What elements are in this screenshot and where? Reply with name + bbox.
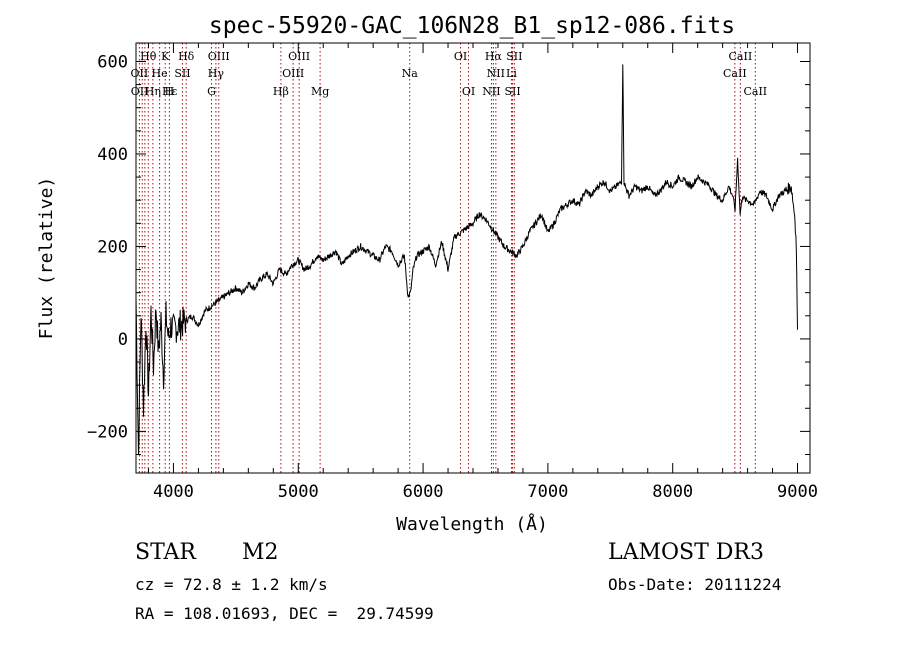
line-label-15: NII bbox=[487, 67, 505, 80]
line-label-16: Li bbox=[506, 67, 517, 80]
x-tick-label-5: 9000 bbox=[777, 482, 818, 502]
line-label-4: OIII bbox=[288, 50, 310, 63]
y-tick-label-0: −200 bbox=[87, 422, 128, 442]
line-label-23: Hβ bbox=[273, 85, 289, 98]
line-label-0: Hθ bbox=[140, 50, 157, 63]
object-subclass: M2 bbox=[242, 540, 279, 565]
line-label-19: Hε bbox=[162, 85, 178, 98]
line-label-25: OI bbox=[462, 85, 475, 98]
axes: 4000 5000 6000 7000 8000 9000 −200 0 200 400 600 bbox=[87, 43, 818, 502]
line-label-17: CaII bbox=[723, 67, 747, 80]
line-label-18: OII bbox=[131, 85, 149, 98]
line-label-11: SII bbox=[174, 67, 190, 80]
x-tick-label-0: 4000 bbox=[153, 482, 194, 502]
y-axis-label: Flux (relative) bbox=[36, 177, 57, 340]
x-axis-label: Wavelength (Å) bbox=[396, 513, 548, 535]
line-label-14: Na bbox=[402, 67, 419, 80]
line-label-20: Hη bbox=[145, 85, 161, 98]
line-label-5: OI bbox=[454, 50, 467, 63]
flux-line bbox=[135, 64, 798, 455]
plot-frame bbox=[135, 42, 811, 474]
redshift-value: cz = 72.8 ± 1.2 km/s bbox=[135, 575, 328, 594]
chart-title: spec-55920-GAC_106N28_B1_sp12-086.fits bbox=[209, 13, 735, 39]
y-tick-label-3: 400 bbox=[97, 145, 128, 165]
flux-series bbox=[135, 64, 798, 455]
x-tick-label-1: 5000 bbox=[278, 482, 319, 502]
x-tick-label-3: 7000 bbox=[527, 482, 568, 502]
line-label-1: K bbox=[161, 50, 170, 63]
x-tick-label-4: 8000 bbox=[652, 482, 693, 502]
line-label-2: Hδ bbox=[178, 50, 195, 63]
line-label-6: Hα bbox=[485, 50, 503, 63]
line-label-10: He bbox=[152, 67, 168, 80]
line-label-21: H bbox=[165, 85, 175, 98]
line-label-7: SII bbox=[506, 50, 522, 63]
line-label-22: G bbox=[207, 85, 216, 98]
line-label-3: OIII bbox=[208, 50, 230, 63]
line-label-26: NII bbox=[482, 85, 500, 98]
line-label-27: SII bbox=[504, 85, 520, 98]
line-label-9: OII bbox=[131, 67, 149, 80]
x-tick-label-2: 6000 bbox=[403, 482, 444, 502]
line-label-28: CaII bbox=[743, 85, 767, 98]
y-tick-label-4: 600 bbox=[97, 52, 128, 72]
line-label-12: Hγ bbox=[208, 67, 225, 80]
y-tick-label-1: 0 bbox=[118, 330, 128, 350]
y-tick-label-2: 200 bbox=[97, 237, 128, 257]
line-label-13: OIII bbox=[282, 67, 304, 80]
observation-date: Obs-Date: 20111224 bbox=[608, 575, 782, 594]
line-label-24: Mg bbox=[311, 85, 329, 98]
object-class: STAR bbox=[135, 540, 196, 565]
survey-name: LAMOST DR3 bbox=[608, 540, 764, 565]
coordinates: RA = 108.01693, DEC = 29.74599 bbox=[135, 604, 434, 623]
line-label-8: CaII bbox=[729, 50, 753, 63]
